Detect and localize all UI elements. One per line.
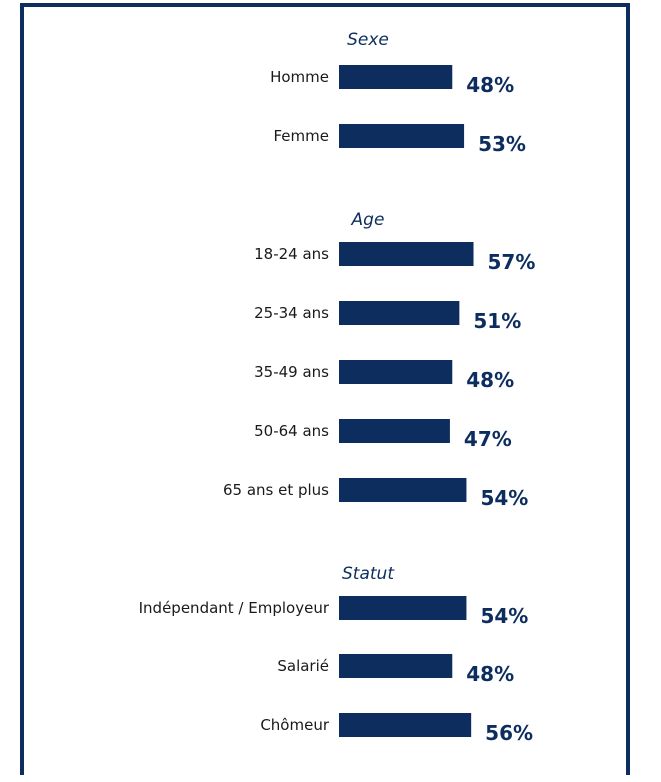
value-label: 56% xyxy=(485,721,533,745)
bar xyxy=(339,654,453,678)
category-label: Chômeur xyxy=(260,716,330,734)
category-label: 25-34 ans xyxy=(254,304,329,322)
bar xyxy=(339,65,453,89)
category-label: 35-49 ans xyxy=(254,363,329,381)
section-title: Age xyxy=(351,210,385,230)
category-label: Indépendant / Employeur xyxy=(139,599,330,617)
category-label: 50-64 ans xyxy=(254,422,329,440)
bar xyxy=(339,478,467,502)
value-label: 54% xyxy=(480,604,528,628)
bar xyxy=(339,301,460,325)
value-label: 53% xyxy=(478,132,526,156)
category-label: 18-24 ans xyxy=(254,245,329,263)
value-label: 47% xyxy=(464,427,512,451)
value-label: 48% xyxy=(466,73,514,97)
category-label: 65 ans et plus xyxy=(223,481,329,499)
bar xyxy=(339,124,465,148)
value-label: 48% xyxy=(466,368,514,392)
value-label: 48% xyxy=(466,662,514,686)
category-label: Salarié xyxy=(277,657,329,675)
section-title: Statut xyxy=(342,564,395,584)
bar xyxy=(339,419,450,443)
value-label: 51% xyxy=(473,309,521,333)
value-label: 57% xyxy=(488,250,536,274)
category-label: Femme xyxy=(274,127,330,145)
category-label: Homme xyxy=(270,68,329,86)
bar xyxy=(339,713,472,737)
bar xyxy=(339,360,453,384)
bar xyxy=(339,596,467,620)
value-label: 54% xyxy=(480,486,528,510)
section-title: Sexe xyxy=(347,30,389,50)
bar xyxy=(339,242,474,266)
chart-frame xyxy=(20,3,630,775)
